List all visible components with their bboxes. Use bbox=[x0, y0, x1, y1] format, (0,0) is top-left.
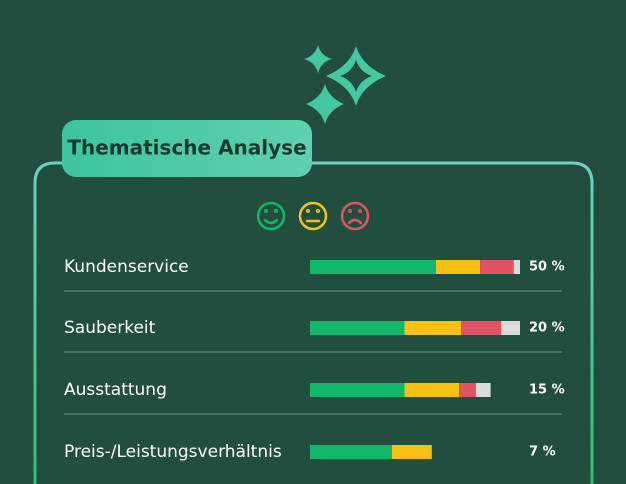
bar-segment bbox=[310, 445, 392, 459]
share-label: 20 % bbox=[529, 321, 565, 336]
row-label: Kundenservice bbox=[64, 257, 189, 277]
bar-segment bbox=[459, 383, 476, 397]
sparkles bbox=[304, 45, 386, 124]
row-label: Sauberkeit bbox=[64, 318, 156, 338]
share-label: 15 % bbox=[529, 383, 565, 398]
bar-segment bbox=[310, 260, 436, 274]
bar-segment bbox=[480, 260, 514, 274]
card-border bbox=[33, 161, 594, 484]
bar-segment bbox=[404, 383, 460, 397]
row-label: Ausstattung bbox=[64, 380, 167, 400]
bar-segment bbox=[310, 383, 405, 397]
bar-segment bbox=[391, 445, 432, 459]
bar-segment bbox=[404, 321, 462, 335]
row-label: Preis-/Leistungsverhältnis bbox=[64, 442, 282, 462]
bar-segment bbox=[513, 260, 520, 274]
bar-segment bbox=[501, 321, 520, 335]
share-label: 50 % bbox=[529, 260, 565, 275]
bar-segment bbox=[475, 383, 491, 397]
share-label: 7 % bbox=[529, 445, 556, 460]
sentiment-icons bbox=[256, 201, 370, 231]
chart-title: Thematische Analyse bbox=[67, 136, 306, 160]
title-pill bbox=[62, 120, 312, 177]
bar-segment bbox=[310, 321, 405, 335]
bar-segment bbox=[436, 260, 481, 274]
bar-segment bbox=[461, 321, 502, 335]
